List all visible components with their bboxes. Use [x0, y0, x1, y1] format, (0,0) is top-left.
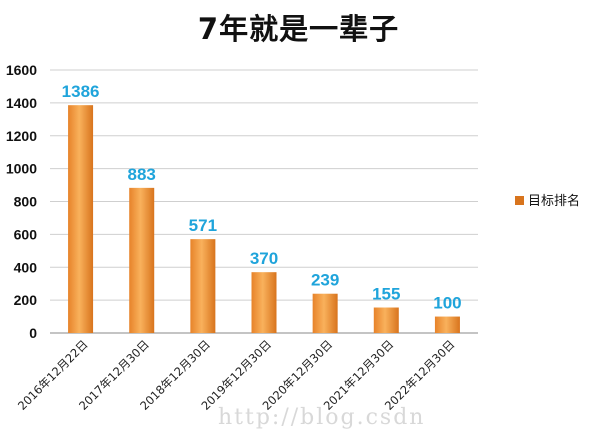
y-tick-label: 800: [14, 194, 38, 210]
legend-swatch: [515, 196, 524, 205]
data-labels: 1386 883 571 370 239 155 100: [62, 82, 462, 312]
bar: [312, 293, 338, 333]
y-tick-label: 1600: [6, 62, 37, 78]
y-tick-label: 1200: [6, 128, 37, 144]
y-tick-label: 400: [14, 259, 38, 275]
chart-title: 7年就是一辈子: [197, 12, 400, 46]
data-label: 239: [311, 271, 339, 290]
watermark-text: http://blog.csdn: [218, 405, 425, 430]
data-label: 370: [250, 249, 278, 268]
bar: [251, 272, 277, 333]
y-tick-label: 600: [14, 226, 38, 242]
data-label: 571: [189, 216, 217, 235]
legend: 目标排名: [515, 193, 580, 209]
y-tick-label: 1000: [6, 161, 37, 177]
bar: [373, 307, 399, 333]
y-tick-label: 200: [14, 292, 38, 308]
data-label: 1386: [62, 82, 100, 101]
x-axis-ticks: 2016年12月22日2017年12月30日2018年12月30日2019年12…: [15, 337, 458, 413]
y-tick-label: 0: [29, 325, 37, 341]
bar: [68, 105, 94, 334]
bars: [68, 105, 460, 334]
data-label: 883: [128, 165, 156, 184]
y-axis-ticks: 0 200 400 600 800 1000 1200 1400 1600: [6, 62, 37, 341]
data-label: 155: [372, 285, 400, 304]
data-label: 100: [433, 294, 461, 313]
bar: [129, 187, 155, 333]
legend-label: 目标排名: [528, 193, 580, 209]
bar: [434, 316, 460, 333]
y-tick-label: 1400: [6, 95, 37, 111]
bar: [190, 239, 216, 333]
